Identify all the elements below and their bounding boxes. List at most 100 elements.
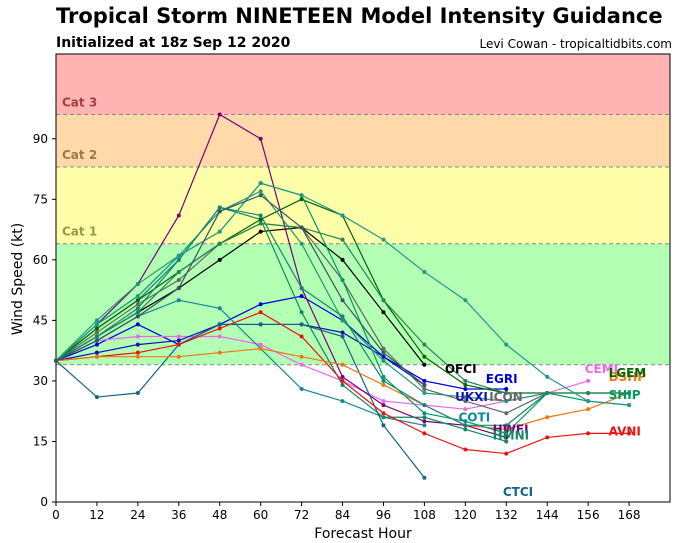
data-point-unlabeled <box>463 423 468 428</box>
data-point-unlabeled <box>94 322 99 327</box>
data-point-egri <box>94 342 99 347</box>
x-tick-label: 132 <box>495 508 518 522</box>
data-point-dshp <box>258 346 263 351</box>
data-point-unlabeled <box>217 209 222 214</box>
data-point-unlabeled <box>340 298 345 303</box>
x-tick-label: 144 <box>536 508 559 522</box>
x-tick-label: 96 <box>376 508 391 522</box>
data-point-avni <box>627 431 632 436</box>
data-point-icon <box>94 330 99 335</box>
data-point-unlabeled <box>422 382 427 387</box>
data-point-lgem <box>135 298 140 303</box>
data-point-coti <box>299 386 304 391</box>
band-cat-1 <box>56 167 670 244</box>
axes: 0 12 24 36 48 60 72 84 96 108 120 132 144 156 168 0 15 30… <box>33 53 671 522</box>
data-point-unlabeled <box>299 286 304 291</box>
data-point-unlabeled <box>340 314 345 319</box>
data-point-avni <box>176 342 181 347</box>
data-point-hwfi <box>381 403 386 408</box>
band-cat-3 <box>56 54 670 115</box>
data-point-icon <box>504 411 509 416</box>
series-line-unlabeled <box>55 194 425 386</box>
category-bands: Cat 1 Cat 2 Cat 3 <box>56 54 670 366</box>
data-point-unlabeled <box>54 358 58 363</box>
data-point-unlabeled <box>176 286 181 291</box>
data-point-unlabeled <box>504 342 509 347</box>
data-point-avni <box>504 451 509 456</box>
data-point-egri <box>422 378 427 383</box>
data-point-ofci <box>340 257 345 262</box>
data-point-cemi <box>176 334 181 339</box>
data-point-ctci <box>340 334 345 339</box>
data-point-cemi <box>299 362 304 367</box>
y-tick-label: 90 <box>33 132 48 146</box>
data-point-unlabeled <box>422 391 427 396</box>
y-tick-label: 30 <box>33 374 48 388</box>
data-point-icon <box>463 399 468 404</box>
data-point-unlabeled <box>422 269 427 274</box>
data-point-unlabeled <box>94 318 99 323</box>
data-point-hwfi <box>340 374 345 379</box>
data-point-ship <box>340 278 345 283</box>
data-point-hmni <box>381 415 386 420</box>
x-tick-label: 156 <box>577 508 600 522</box>
data-point-dshp <box>94 354 99 359</box>
data-point-ctci <box>422 475 427 480</box>
data-point-unlabeled <box>135 282 140 287</box>
data-point-coti <box>217 306 222 311</box>
plot-frame <box>55 53 671 503</box>
x-tick-label: 84 <box>335 508 350 522</box>
data-point-hmni <box>504 439 509 444</box>
series-label-avni: AVNI <box>609 424 641 438</box>
data-point-cemi <box>381 399 386 404</box>
data-point-unlabeled <box>586 391 591 396</box>
series-line-cemi <box>55 335 589 410</box>
data-point-unlabeled <box>176 253 181 258</box>
data-point-ctci <box>217 322 222 327</box>
data-point-hwfi <box>176 213 181 218</box>
data-point-unlabeled <box>627 391 632 396</box>
data-point-ukxi <box>381 354 386 359</box>
data-point-coti <box>176 298 181 303</box>
data-point-avni <box>299 334 304 339</box>
data-point-avni <box>340 378 345 383</box>
data-point-avni <box>258 310 263 315</box>
data-point-dshp <box>586 407 591 412</box>
data-point-avni <box>135 350 140 355</box>
series-label-egri: EGRI <box>486 372 518 386</box>
data-point-hmni <box>422 415 427 420</box>
y-tick-label: 15 <box>33 434 48 448</box>
x-tick-label: 120 <box>454 508 477 522</box>
chart-title: Tropical Storm NINETEEN Model Intensity … <box>56 4 663 28</box>
data-point-unlabeled <box>381 298 386 303</box>
series-label-dshp: DSHP <box>609 370 647 384</box>
series-line-egri <box>55 295 507 390</box>
data-point-unlabeled <box>381 358 386 363</box>
data-point-unlabeled <box>504 399 509 404</box>
data-point-unlabeled <box>545 391 550 396</box>
data-point-hwfi <box>422 419 427 424</box>
data-point-unlabeled <box>135 306 140 311</box>
band-cat-2 <box>56 114 670 168</box>
x-tick-label: 0 <box>52 508 60 522</box>
data-point-coti <box>422 423 427 428</box>
data-point-dshp <box>299 354 304 359</box>
data-point-dshp <box>135 354 140 359</box>
data-point-lgem <box>463 382 468 387</box>
series-label-ofci: OFCI <box>445 362 477 376</box>
data-point-avni <box>586 431 591 436</box>
data-point-egri <box>258 302 263 307</box>
data-point-unlabeled <box>463 395 468 400</box>
data-point-dshp <box>504 427 509 432</box>
data-point-ctci <box>381 423 386 428</box>
data-point-lgem <box>258 217 263 222</box>
x-tick-label: 108 <box>413 508 436 522</box>
data-point-cemi <box>586 378 591 383</box>
data-point-icon <box>381 346 386 351</box>
data-point-avni <box>422 431 427 436</box>
band-ts <box>56 243 670 365</box>
data-point-hwfi <box>258 136 263 141</box>
series-label-ship: SHIP <box>609 388 641 402</box>
data-point-ofci <box>258 229 263 234</box>
